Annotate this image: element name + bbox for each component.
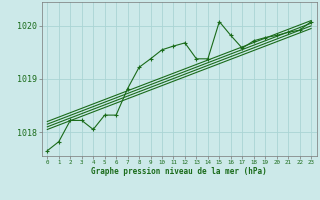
X-axis label: Graphe pression niveau de la mer (hPa): Graphe pression niveau de la mer (hPa) [91, 167, 267, 176]
